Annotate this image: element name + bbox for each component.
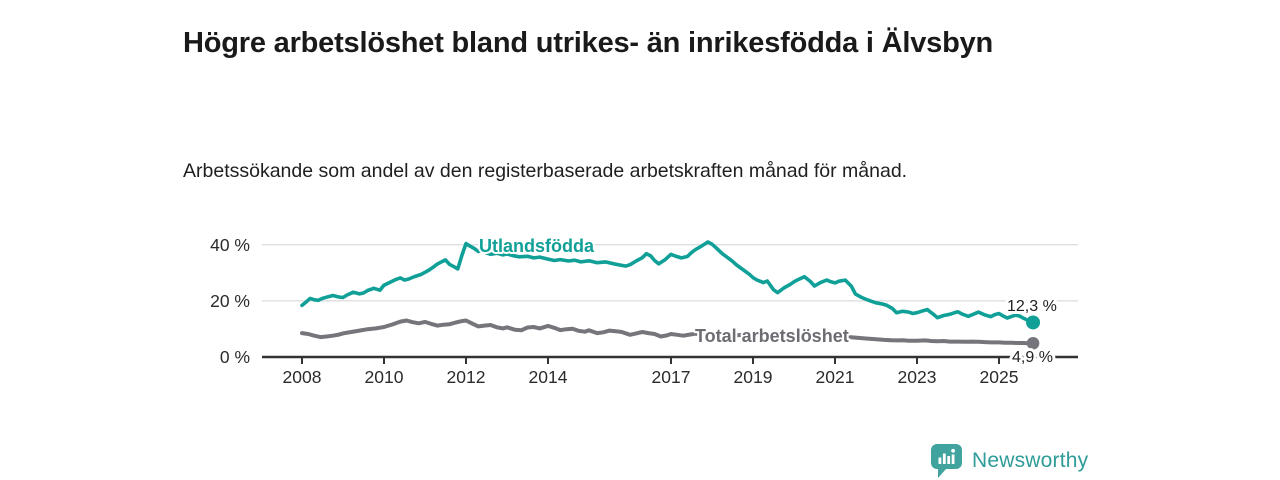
y-tick-label-0: 0 %: [220, 347, 250, 367]
brand-name: Newsworthy: [972, 449, 1089, 472]
end-value-label-total: 4,9 %: [1012, 349, 1053, 366]
x-tick-label-2019: 2019: [734, 367, 773, 387]
bar-1: [938, 457, 942, 464]
series-end-dot-utlandsfodda: [1026, 315, 1041, 330]
exclamation-bar: [951, 454, 955, 464]
speech-bubble-shape: [931, 444, 962, 478]
bar-chart-speech-bubble-icon: [931, 444, 962, 478]
series-end-dot-total: [1026, 336, 1040, 350]
page-title: Högre arbetslöshet bland utrikes- än inr…: [183, 27, 994, 60]
chart-subtitle: Arbetssökande som andel av den registerb…: [183, 159, 908, 182]
x-tick-label-2008: 2008: [283, 367, 322, 387]
x-tick-label-2017: 2017: [652, 367, 691, 387]
y-tick-label-20: 20 %: [210, 291, 250, 311]
x-tick-label-2012: 2012: [447, 367, 486, 387]
newsworthy-logo: Newsworthy: [930, 443, 1088, 479]
x-tick-label-2014: 2014: [529, 367, 568, 387]
end-value-label-utlandsfodda: 12,3 %: [1007, 298, 1057, 315]
series-line-total: [300, 318, 1035, 346]
bar-2: [942, 453, 946, 464]
x-tick-label-2025: 2025: [980, 367, 1019, 387]
x-tick-label-2023: 2023: [898, 367, 937, 387]
series-label-total: Total arbetslöshet: [695, 326, 849, 346]
y-tick-label-40: 40 %: [210, 235, 250, 255]
x-tick-label-2010: 2010: [365, 367, 404, 387]
series-label-utlandsfodda: Utlandsfödda: [479, 236, 595, 256]
series-line-utlandsfodda: [300, 240, 1035, 325]
x-tick-label-2021: 2021: [816, 367, 855, 387]
exclamation-dot: [951, 448, 955, 453]
bar-3: [947, 456, 951, 464]
